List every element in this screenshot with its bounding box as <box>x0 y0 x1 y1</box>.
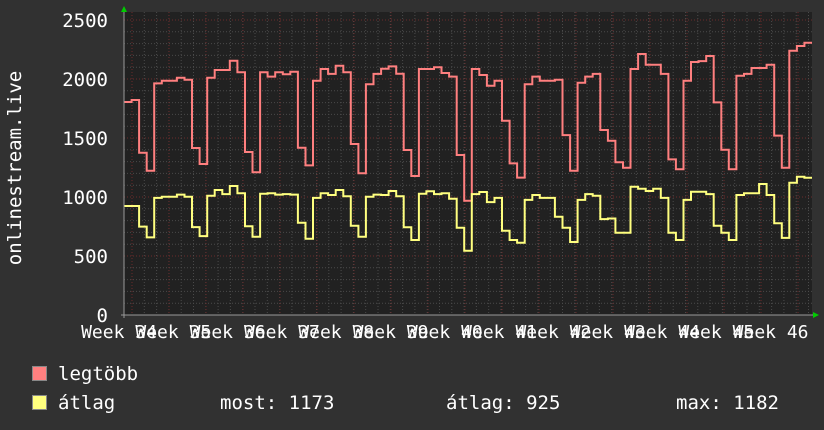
y-axis-arrow-icon <box>121 6 127 12</box>
y-tick-label: 2500 <box>62 10 108 32</box>
legend-label-legtobb: legtöbb <box>58 363 139 385</box>
y-tick-label: 500 <box>74 246 108 268</box>
axes <box>121 6 819 318</box>
x-tick-label: Week 38 <box>298 322 374 343</box>
x-axis-arrow-icon <box>813 312 819 318</box>
series-line-atlag <box>124 175 812 252</box>
x-tick-label: Week 41 <box>461 322 537 343</box>
y-tick-label: 2000 <box>62 69 108 91</box>
series-lines <box>124 41 812 252</box>
y-tick-label: 1500 <box>62 128 108 150</box>
x-tick-label: Week 44 <box>624 322 700 343</box>
x-tick-label: Week 40 <box>407 322 483 343</box>
y-tick-labels: 0 500 1000 1500 2000 2500 <box>62 10 108 327</box>
x-tick-label: Week 34 <box>81 322 157 343</box>
legend-swatch-atlag <box>32 395 47 410</box>
x-tick-label: Week 37 <box>244 322 320 343</box>
x-tick-label: Week 45 <box>678 322 754 343</box>
series-line-legtobb <box>124 41 812 202</box>
y-axis-label: onlinestream.live <box>4 71 26 265</box>
grid <box>124 12 812 316</box>
x-tick-label: Week 39 <box>353 322 429 343</box>
legend-label-atlag: átlag <box>58 392 116 414</box>
y-tick-label: 1000 <box>62 187 108 209</box>
stat-most: most: 1173 <box>220 392 335 414</box>
legend-swatch-legtobb <box>32 366 47 381</box>
x-tick-label: Week 43 <box>570 322 646 343</box>
x-tick-label: Week 46 <box>733 322 809 343</box>
stat-max: max: 1182 <box>676 392 779 414</box>
stat-atlag: átlag: 925 <box>446 392 561 414</box>
x-tick-label: Week 36 <box>190 322 266 343</box>
x-tick-label: Week 42 <box>515 322 591 343</box>
y-tick-label: 0 <box>97 305 108 327</box>
plot-area <box>124 12 812 315</box>
x-tick-label: Week 35 <box>135 322 211 343</box>
